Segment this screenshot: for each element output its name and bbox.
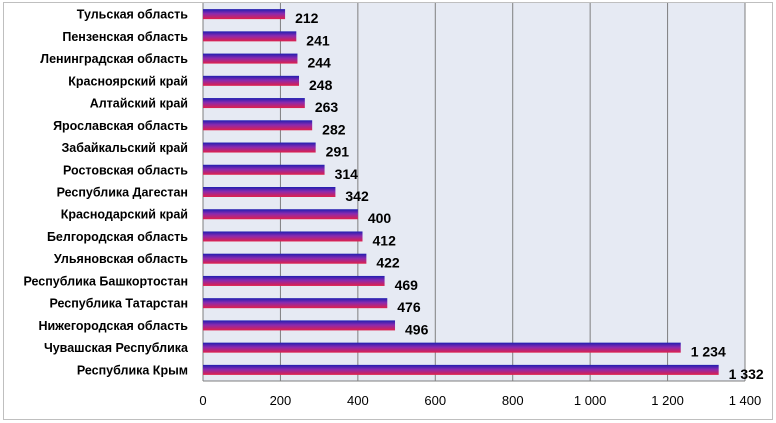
bar [203, 9, 286, 20]
data-label: 248 [309, 77, 333, 93]
bar [203, 53, 298, 64]
data-label: 1 234 [691, 344, 726, 360]
bar [203, 298, 388, 309]
bar [203, 31, 297, 42]
x-tick-label: 800 [502, 393, 524, 408]
bar [203, 342, 681, 353]
x-tick-label: 1 000 [574, 393, 607, 408]
data-label: 244 [307, 55, 331, 71]
data-label: 263 [315, 99, 339, 115]
category-label: Республика Башкортостан [23, 274, 188, 288]
bar [203, 231, 363, 242]
category-label: Чувашская Республика [44, 341, 189, 355]
data-label: 469 [395, 277, 419, 293]
bar [203, 120, 313, 131]
bar [203, 209, 358, 220]
x-tick-label: 1 400 [729, 393, 762, 408]
category-label: Республика Крым [77, 363, 188, 377]
bar [203, 75, 300, 86]
x-tick-label: 400 [347, 393, 369, 408]
bar [203, 142, 316, 153]
data-label: 1 332 [729, 366, 764, 382]
category-label: Ростовская область [63, 163, 188, 177]
data-label: 412 [373, 232, 397, 248]
category-label: Тульская область [77, 8, 189, 22]
x-tick-labels: 0 200 400 600 800 1 000 1 200 1 400 [199, 393, 761, 408]
category-label: Ульяновская область [54, 252, 188, 266]
category-label: Краснодарский край [61, 208, 188, 222]
bar [203, 364, 719, 375]
category-label: Белгородская область [47, 230, 188, 244]
category-label: Республика Татарстан [49, 297, 188, 311]
bars [203, 9, 719, 375]
data-label: 342 [345, 188, 369, 204]
data-label: 314 [335, 166, 359, 182]
category-label: Забайкальский край [61, 141, 188, 155]
data-label: 212 [295, 10, 319, 26]
data-label: 496 [405, 321, 429, 337]
category-label: Республика Дагестан [57, 186, 188, 200]
category-label: Красноярский край [68, 74, 188, 88]
x-tick-label: 1 200 [651, 393, 684, 408]
gridlines [202, 3, 746, 382]
category-label: Пензенская область [62, 30, 188, 44]
category-label: Ярославская область [53, 119, 188, 133]
bar [203, 253, 367, 264]
x-tick-label: 600 [424, 393, 446, 408]
bar [203, 275, 385, 286]
bar [203, 98, 305, 109]
category-label: Нижегородская область [38, 319, 188, 333]
x-tick-label: 200 [270, 393, 292, 408]
category-label: Алтайский край [90, 97, 188, 111]
data-label: 241 [306, 32, 330, 48]
data-label: 422 [376, 255, 400, 271]
bar [203, 164, 325, 175]
bar [203, 320, 396, 331]
category-labels: Тульская область Пензенская область Ленинг… [23, 8, 189, 378]
data-labels: 212 241 244 248 263 282 291 314 342 400 412 422 469 4… [295, 10, 764, 382]
data-label: 291 [326, 144, 350, 160]
data-label: 400 [368, 210, 392, 226]
x-tick-label: 0 [199, 393, 206, 408]
bar [203, 187, 336, 197]
data-label: 476 [397, 299, 421, 315]
category-label: Ленинградская область [40, 52, 188, 66]
data-label: 282 [322, 121, 346, 137]
